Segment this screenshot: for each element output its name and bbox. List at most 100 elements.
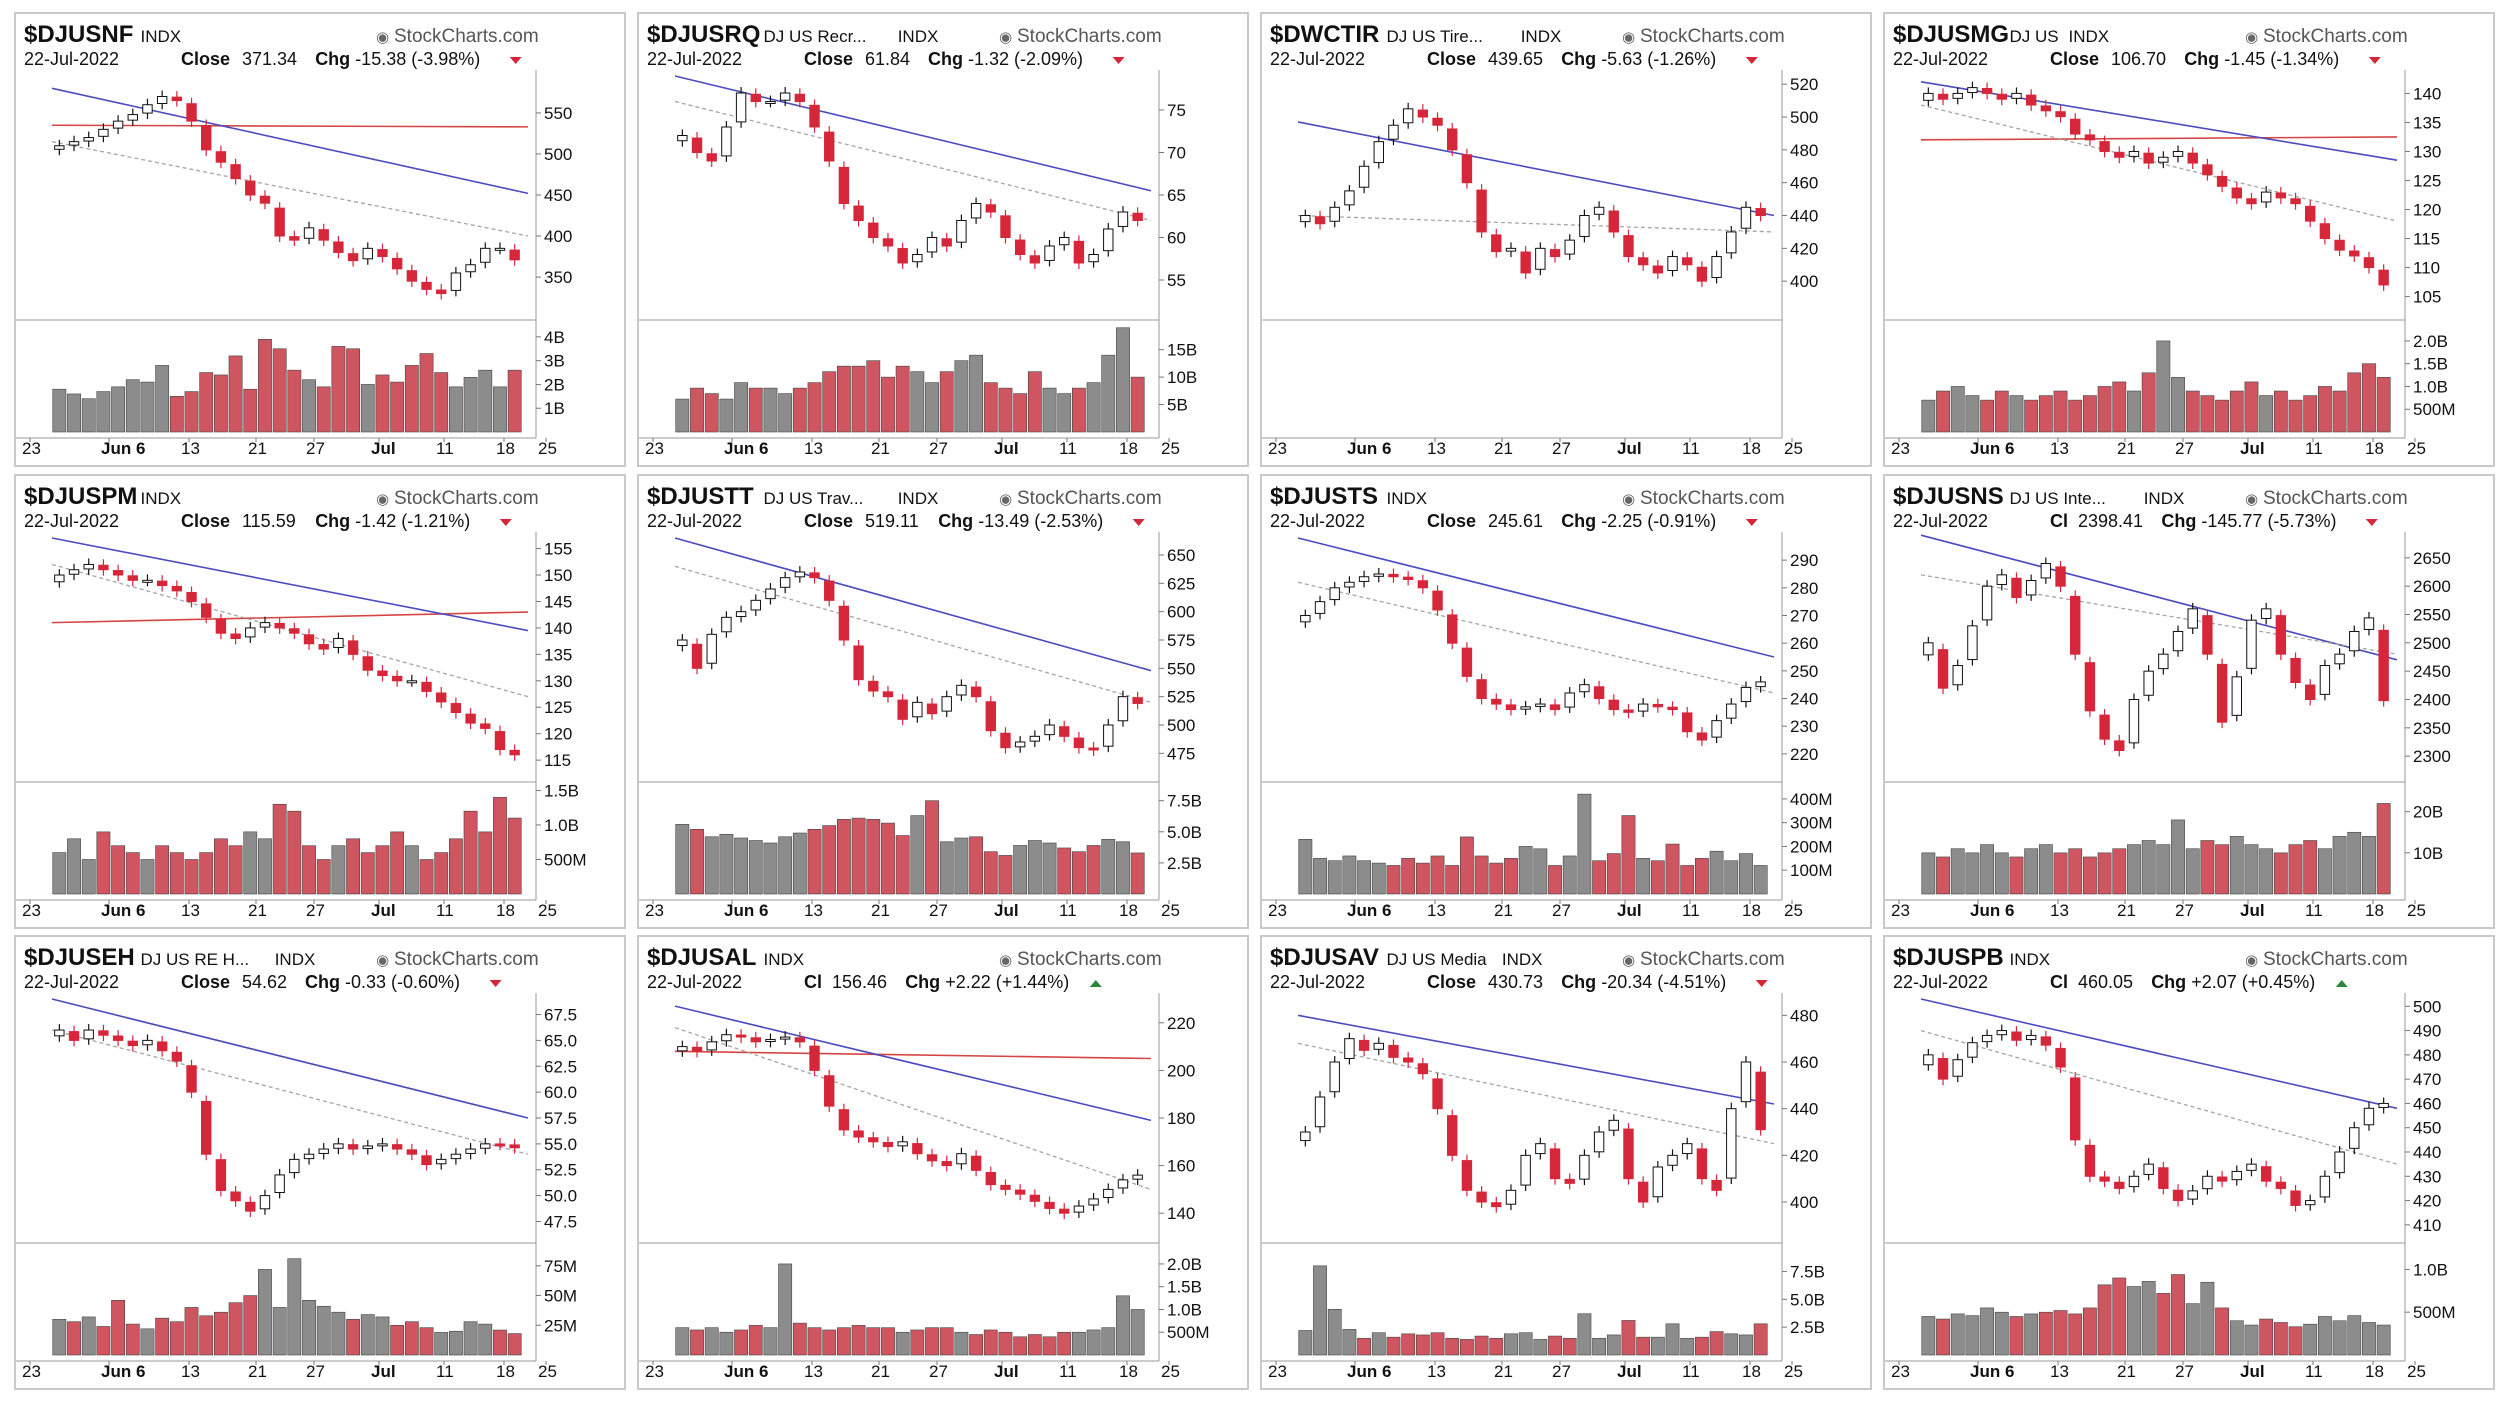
volume-bar — [228, 1302, 243, 1356]
close-value: 439.65 — [1488, 49, 1543, 69]
volume-bar — [1313, 858, 1327, 895]
chart-panel[interactable]: $DJUSAL INDX ◉ StockCharts.com 22-Jul-2022 Cl… — [637, 935, 1249, 1390]
x-axis: 23 Jun 6 13 21 27 Jul 11 18 25 — [1268, 900, 1803, 920]
candle — [1432, 590, 1443, 611]
volume-bar — [1636, 858, 1651, 895]
candle — [1029, 1194, 1041, 1202]
candle — [377, 249, 388, 258]
change-label: Chg — [1561, 511, 1596, 531]
price-axis: 220 200 180 160 140 — [1159, 1014, 1195, 1223]
chart-panel[interactable]: $DJUSPM INDX ◉ StockCharts.com 22-Jul-2022 Cl… — [14, 474, 626, 929]
volume-bar — [1027, 840, 1042, 895]
chart-svg: $DJUSTT DJ US Trav... INDX ◉ StockCharts.com… — [639, 483, 1202, 920]
candle — [765, 1038, 776, 1042]
candle — [2143, 1163, 2154, 1175]
sma-short-line — [1920, 574, 2398, 655]
chart-panel[interactable]: $DJUSTS INDX ◉ StockCharts.com 22-Jul-2022 Cl… — [1260, 474, 1872, 929]
volume-bar — [1027, 371, 1042, 433]
stockcharts-logo-icon: ◉ — [1622, 491, 1635, 508]
volume-bar — [287, 369, 302, 433]
site-watermark: StockCharts.com — [1017, 26, 1162, 47]
volume-bar — [1116, 841, 1130, 895]
volume-bar — [1936, 390, 1950, 433]
x-tick-label: 11 — [436, 1362, 454, 1381]
chart-panel[interactable]: $DJUSPB INDX ◉ StockCharts.com 22-Jul-2022 Cl… — [1883, 935, 2495, 1390]
x-tick-label: Jun 6 — [1347, 1362, 1391, 1381]
chart-panel[interactable]: $DJUSTT DJ US Trav... INDX ◉ StockCharts.com… — [637, 474, 1249, 929]
chart-panel[interactable]: $DJUSNS DJ US Inte... INDX ◉ StockCharts.com… — [1883, 474, 2495, 929]
candle — [956, 1153, 967, 1165]
change-label: Chg — [1561, 49, 1596, 69]
volume-bar — [866, 819, 881, 895]
volume-bar — [1101, 354, 1116, 433]
volume-bar — [792, 1322, 807, 1356]
candle — [436, 289, 447, 294]
price-tick-label: 470 — [2413, 1070, 2441, 1089]
candle — [480, 723, 491, 729]
change-label: Chg — [928, 49, 963, 69]
volume-bar — [316, 386, 331, 433]
volume-bar — [2009, 395, 2024, 433]
volume-tick-label: 7.5B — [1790, 1262, 1825, 1281]
candle — [1740, 686, 1752, 703]
candle — [347, 640, 359, 655]
candle — [333, 637, 344, 648]
candles — [54, 1024, 520, 1218]
candle — [127, 575, 138, 581]
volume-bar — [2303, 395, 2318, 433]
volume-tick-label: 2.5B — [1167, 854, 1202, 873]
chart-panel[interactable]: $DJUSEH DJ US RE H... INDX ◉ StockCharts.com… — [14, 935, 626, 1390]
x-tick-label: 25 — [1161, 1362, 1180, 1381]
candle — [2055, 566, 2066, 587]
volume-bar — [493, 797, 507, 895]
candle — [1937, 1058, 1949, 1080]
candle — [1014, 741, 1026, 748]
x-tick-label: 11 — [2305, 901, 2323, 920]
volume-bar — [734, 1329, 749, 1356]
volume-bar — [1665, 1323, 1680, 1356]
candle — [274, 207, 285, 237]
chart-date: 22-Jul-2022 — [24, 49, 119, 69]
chart-panel[interactable]: $DJUSRQ DJ US Recr... INDX ◉ StockCharts.com… — [637, 12, 1249, 467]
chart-panel[interactable]: $DJUSMG DJ US INDX ◉ StockCharts.com 22-Jul-2… — [1883, 12, 2495, 467]
chart-panel[interactable]: $DJUSAV DJ US Media INDX ◉ StockCharts.com 22… — [1260, 935, 1872, 1390]
volume-bar — [375, 374, 390, 433]
volume-bar — [1936, 856, 1950, 895]
x-tick-label: 11 — [1059, 439, 1077, 458]
close-label: Cl — [804, 972, 822, 992]
volume-bar — [2141, 1281, 2156, 1356]
volume-bar — [2288, 844, 2303, 895]
volume-axis: 7.5B 5.0B 2.5B — [1782, 1262, 1825, 1337]
candle — [2319, 223, 2331, 240]
chart-panel[interactable]: $DWCTIR DJ US Tire... INDX ◉ StockCharts.com… — [1260, 12, 1872, 467]
candle — [421, 281, 432, 290]
candle — [347, 253, 359, 262]
volume-bar — [2229, 390, 2244, 433]
up-arrow-icon — [1089, 980, 1102, 987]
volume-bar — [2038, 844, 2053, 895]
price-tick-label: 2350 — [2413, 719, 2451, 738]
volume-bar — [719, 833, 734, 895]
candle — [2260, 191, 2272, 203]
candles — [1300, 568, 1766, 746]
price-tick-label: 270 — [1790, 606, 1818, 625]
volume-bar — [2156, 1293, 2171, 1356]
volume-bar — [1357, 1337, 1372, 1356]
volume-bar — [2229, 836, 2244, 895]
stockcharts-logo-icon: ◉ — [2245, 29, 2258, 46]
candle — [127, 1040, 138, 1047]
candle — [1637, 703, 1649, 712]
x-tick-label: Jun 6 — [1347, 439, 1391, 458]
chart-panel[interactable]: $DJUSNF INDX ◉ StockCharts.com 22-Jul-2022 Cl… — [14, 12, 626, 467]
close-value: 106.70 — [2111, 49, 2166, 69]
price-tick-label: 650 — [1167, 546, 1195, 565]
chart-date: 22-Jul-2022 — [1270, 511, 1365, 531]
volume-bar — [895, 1331, 910, 1356]
candle — [186, 591, 197, 602]
price-tick-label: 130 — [2413, 142, 2441, 161]
candle — [2084, 1144, 2096, 1177]
site-watermark: StockCharts.com — [1017, 949, 1162, 970]
volume-tick-label: 5.0B — [1167, 823, 1202, 842]
volume-bar — [2185, 1303, 2200, 1356]
candle — [156, 1041, 168, 1052]
